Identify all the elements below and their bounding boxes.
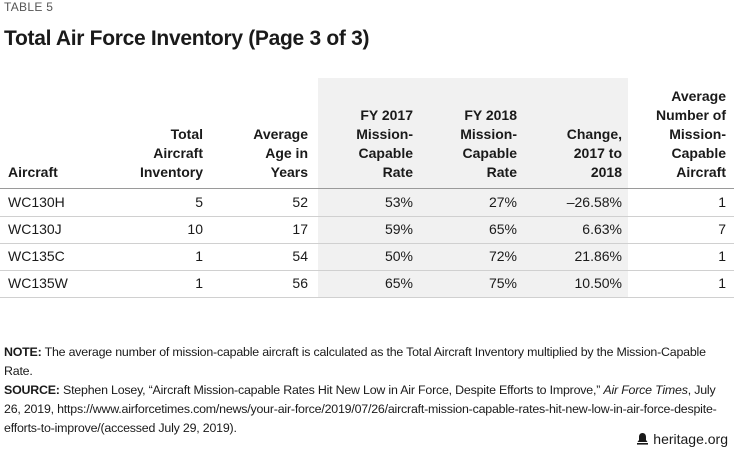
column-header: Inventory [139, 164, 203, 180]
row-rule [0, 216, 734, 217]
column-header: Average [671, 88, 726, 104]
column-header: Average [253, 126, 308, 142]
row-label: WC135C [8, 248, 65, 264]
cell: 54 [292, 248, 308, 264]
column-header: 2017 to [573, 145, 622, 161]
source-text: , July 26, 2019, https://www.airforcetim… [4, 383, 717, 435]
source-publication: Air Force Times [603, 383, 688, 397]
cell: –26.58% [566, 194, 622, 210]
column-header: Total [170, 126, 203, 142]
cell: 72% [488, 248, 517, 264]
column-header: Change, [566, 126, 622, 142]
column-header: Mission- [460, 126, 517, 142]
notes: NOTE: The average number of mission-capa… [4, 343, 730, 438]
row-rule [0, 297, 734, 298]
cell: 21.86% [574, 248, 622, 264]
column-header: Aircraft [676, 164, 726, 180]
column-header: FY 2017 [360, 107, 413, 123]
column-header: Rate [382, 164, 413, 180]
footer-site: heritage.org [653, 431, 728, 447]
footer: heritage.org [636, 431, 728, 447]
source-text: Stephen Losey, “Aircraft Mission-capable… [63, 383, 601, 397]
cell: 17 [292, 221, 308, 237]
cell: 1 [718, 275, 726, 291]
table-tag: TABLE 5 [4, 0, 54, 14]
source: SOURCE: Stephen Losey, “Aircraft Mission… [4, 381, 730, 438]
row-label: WC135W [8, 275, 68, 291]
header-rule [0, 188, 734, 189]
row-rule [0, 243, 734, 244]
cell: 10 [187, 221, 203, 237]
column-header: 2018 [590, 164, 622, 180]
row-label: WC130H [8, 194, 65, 210]
table-title: Total Air Force Inventory (Page 3 of 3) [4, 27, 370, 50]
cell: 1 [718, 194, 726, 210]
cell: 53% [384, 194, 413, 210]
source-label: SOURCE: [4, 383, 60, 397]
cell: 7 [718, 221, 726, 237]
note-label: NOTE: [4, 345, 42, 359]
column-header: Number of [656, 107, 726, 123]
row-rule [0, 270, 734, 271]
row-label: WC130J [8, 221, 62, 237]
bell-icon [637, 433, 649, 445]
column-header: Rate [486, 164, 517, 180]
column-header: Years [270, 164, 308, 180]
column-header: Capable [462, 145, 517, 161]
cell: 1 [195, 248, 203, 264]
cell: 1 [718, 248, 726, 264]
column-header: FY 2018 [464, 107, 517, 123]
cell: 10.50% [574, 275, 622, 291]
cell: 56 [292, 275, 308, 291]
column-header: Aircraft [8, 164, 58, 180]
cell: 27% [488, 194, 517, 210]
cell: 59% [384, 221, 413, 237]
column-header: Mission- [356, 126, 413, 142]
column-header: Capable [671, 145, 726, 161]
cell: 1 [195, 275, 203, 291]
cell: 6.63% [582, 221, 622, 237]
column-header: Age in [265, 145, 308, 161]
column-header: Mission- [669, 126, 726, 142]
note: NOTE: The average number of mission-capa… [4, 343, 730, 381]
note-text: The average number of mission-capable ai… [4, 345, 706, 378]
cell: 5 [195, 194, 203, 210]
cell: 75% [488, 275, 517, 291]
column-header: Capable [358, 145, 413, 161]
column-header: Aircraft [153, 145, 203, 161]
cell: 65% [488, 221, 517, 237]
cell: 65% [384, 275, 413, 291]
cell: 50% [384, 248, 413, 264]
cell: 52 [292, 194, 308, 210]
